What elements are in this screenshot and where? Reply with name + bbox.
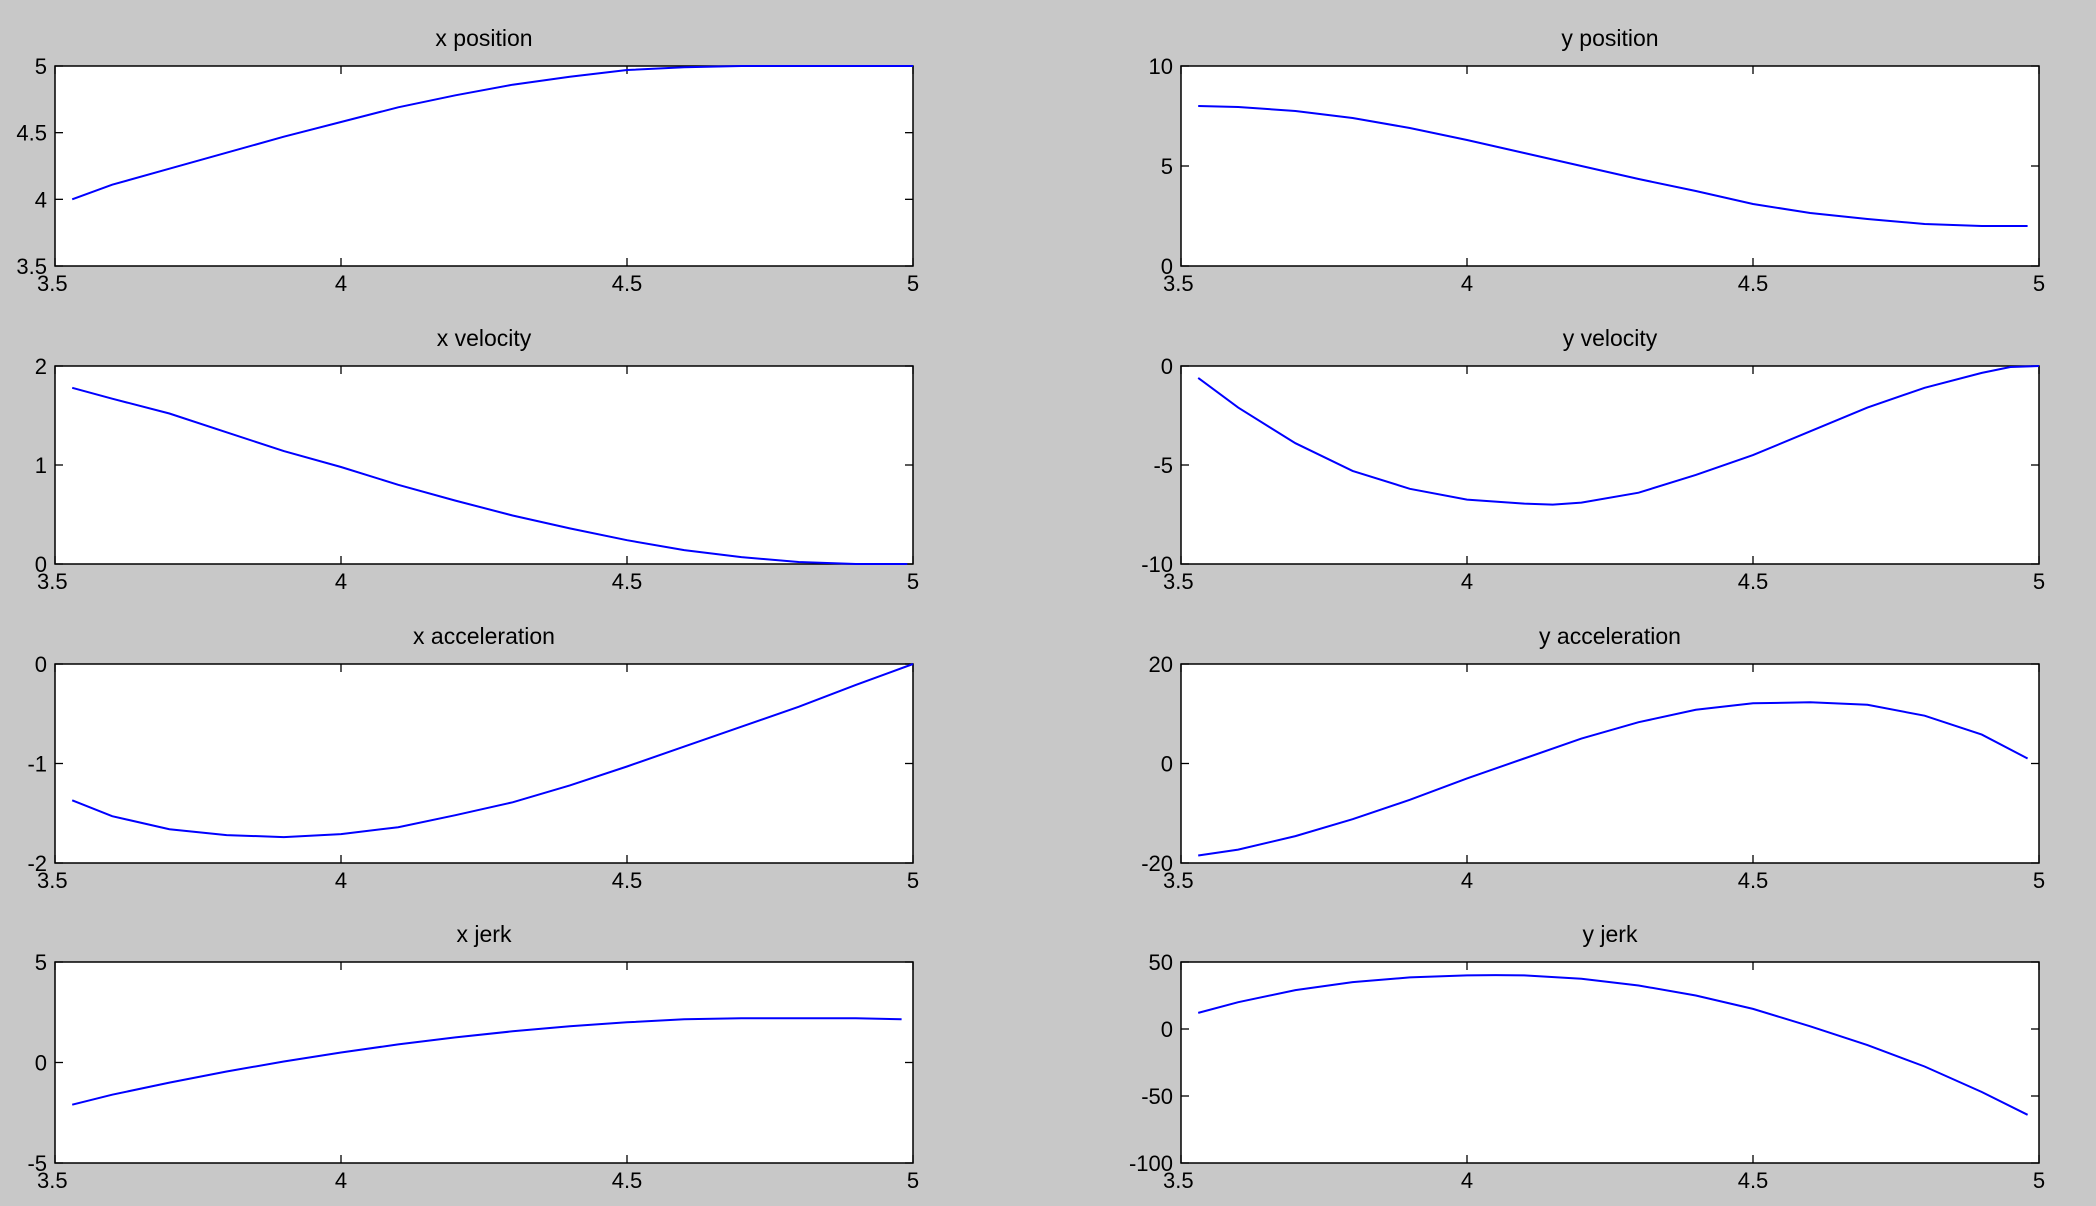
plot-area — [54, 663, 914, 864]
y-tick-label: -5 — [27, 1151, 47, 1176]
x-tick-label: 4.5 — [612, 868, 643, 893]
x-tick-label: 3.5 — [37, 1168, 68, 1193]
y-tick-label: 20 — [1149, 652, 1173, 677]
y-tick-label: 5 — [35, 54, 47, 79]
series-line-x-jerk — [71, 1017, 902, 1106]
plot-area — [54, 365, 914, 565]
subplot-y-acceleration: y acceleration 3.5 4 4.5 5 -20 0 20 — [1141, 623, 2045, 893]
y-tick-label: -5 — [1153, 453, 1173, 478]
y-tick-label: 0 — [1161, 354, 1173, 379]
x-tick-label: 5 — [907, 1168, 919, 1193]
y-tick-label: 1 — [35, 453, 47, 478]
y-tick-label: -50 — [1141, 1084, 1173, 1109]
subplot-y-jerk: y jerk 3.5 4 4.5 5 -100 -50 0 50 — [1129, 921, 2045, 1193]
y-tick-label: 5 — [35, 950, 47, 975]
y-tick-label: 2 — [35, 354, 47, 379]
x-tick-label: 3.5 — [1163, 1168, 1194, 1193]
x-tick-label: 3.5 — [37, 868, 68, 893]
series-line-y-jerk — [1197, 974, 2029, 1116]
x-tick-label: 4.5 — [1738, 569, 1769, 594]
y-tick-label: 0 — [35, 652, 47, 677]
x-tick-label: 3.5 — [1163, 271, 1194, 296]
x-tick-label: 4 — [1461, 271, 1473, 296]
subplot-x-jerk: x jerk 3.5 4 4.5 5 -5 0 5 — [27, 921, 919, 1193]
plot-title: y position — [1561, 25, 1658, 51]
x-tick-label: 3.5 — [37, 271, 68, 296]
plot-area — [54, 961, 914, 1164]
x-tick-label: 5 — [907, 271, 919, 296]
x-tick-label: 4.5 — [1738, 271, 1769, 296]
y-tick-label: 0 — [1161, 752, 1173, 777]
plot-title: x velocity — [437, 325, 532, 351]
y-tick-label: 10 — [1149, 54, 1173, 79]
x-tick-label: 5 — [907, 569, 919, 594]
subplot-y-velocity: y velocity 3.5 4 4.5 5 -10 -5 0 — [1141, 325, 2045, 594]
y-tick-label: -100 — [1129, 1151, 1173, 1176]
plot-area — [1180, 65, 2040, 267]
subplot-x-velocity: x velocity 3.5 4 4.5 5 0 1 2 — [35, 325, 919, 594]
plot-title: y acceleration — [1539, 623, 1681, 649]
y-tick-label: 0 — [35, 552, 47, 577]
y-tick-label: -1 — [27, 752, 47, 777]
x-tick-label: 4.5 — [1738, 1168, 1769, 1193]
x-tick-label: 3.5 — [1163, 569, 1194, 594]
subplot-x-position: x position 3.5 4 4.5 5 3.5 4 4.5 5 — [16, 25, 919, 296]
y-tick-label: 4.5 — [16, 121, 47, 146]
x-tick-label: 5 — [2033, 569, 2045, 594]
x-tick-label: 4 — [335, 868, 347, 893]
y-tick-label: 50 — [1149, 950, 1173, 975]
x-tick-label: 4 — [1461, 569, 1473, 594]
series-line-x-position — [71, 65, 913, 201]
x-tick-label: 5 — [2033, 271, 2045, 296]
y-tick-label: 5 — [1161, 154, 1173, 179]
x-tick-label: 5 — [2033, 1168, 2045, 1193]
series-line-y-acceleration — [1198, 701, 2029, 857]
x-tick-label: 4 — [335, 271, 347, 296]
series-line-x-velocity — [71, 386, 908, 565]
y-tick-label: -10 — [1141, 552, 1173, 577]
subplot-y-position: y position 3.5 4 4.5 5 0 5 10 — [1149, 25, 2046, 296]
x-tick-label: 3.5 — [37, 569, 68, 594]
x-tick-label: 4 — [335, 1168, 347, 1193]
x-tick-label: 4 — [1461, 868, 1473, 893]
y-tick-label: 3.5 — [16, 254, 47, 279]
y-tick-label: 4 — [35, 187, 47, 212]
x-tick-label: 4 — [335, 569, 347, 594]
y-tick-label: 0 — [1161, 254, 1173, 279]
series-line-y-velocity — [1197, 365, 2040, 506]
x-tick-label: 4.5 — [612, 569, 643, 594]
y-tick-label: -2 — [27, 851, 47, 876]
plot-area — [54, 65, 914, 267]
plot-area — [1180, 365, 2040, 565]
plot-title: y velocity — [1563, 325, 1658, 351]
x-tick-label: 4.5 — [612, 1168, 643, 1193]
plot-title: x jerk — [457, 921, 512, 947]
plot-title: x acceleration — [413, 623, 555, 649]
x-tick-label: 4.5 — [1738, 868, 1769, 893]
y-tick-label: -20 — [1141, 851, 1173, 876]
x-tick-label: 4 — [1461, 1168, 1473, 1193]
x-tick-label: 5 — [907, 868, 919, 893]
subplot-x-acceleration: x acceleration 3.5 4 4.5 5 -2 -1 0 — [27, 623, 919, 893]
plot-area — [1180, 961, 2040, 1164]
series-line-y-position — [1198, 105, 2028, 227]
y-tick-label: 0 — [35, 1051, 47, 1076]
plot-title: y jerk — [1583, 921, 1638, 947]
x-tick-label: 3.5 — [1163, 868, 1194, 893]
series-line-x-acceleration — [71, 663, 914, 839]
plot-title: x position — [435, 25, 532, 51]
x-tick-label: 5 — [2033, 868, 2045, 893]
plot-area — [1180, 663, 2040, 864]
y-tick-label: 0 — [1161, 1017, 1173, 1042]
x-tick-label: 4.5 — [612, 271, 643, 296]
